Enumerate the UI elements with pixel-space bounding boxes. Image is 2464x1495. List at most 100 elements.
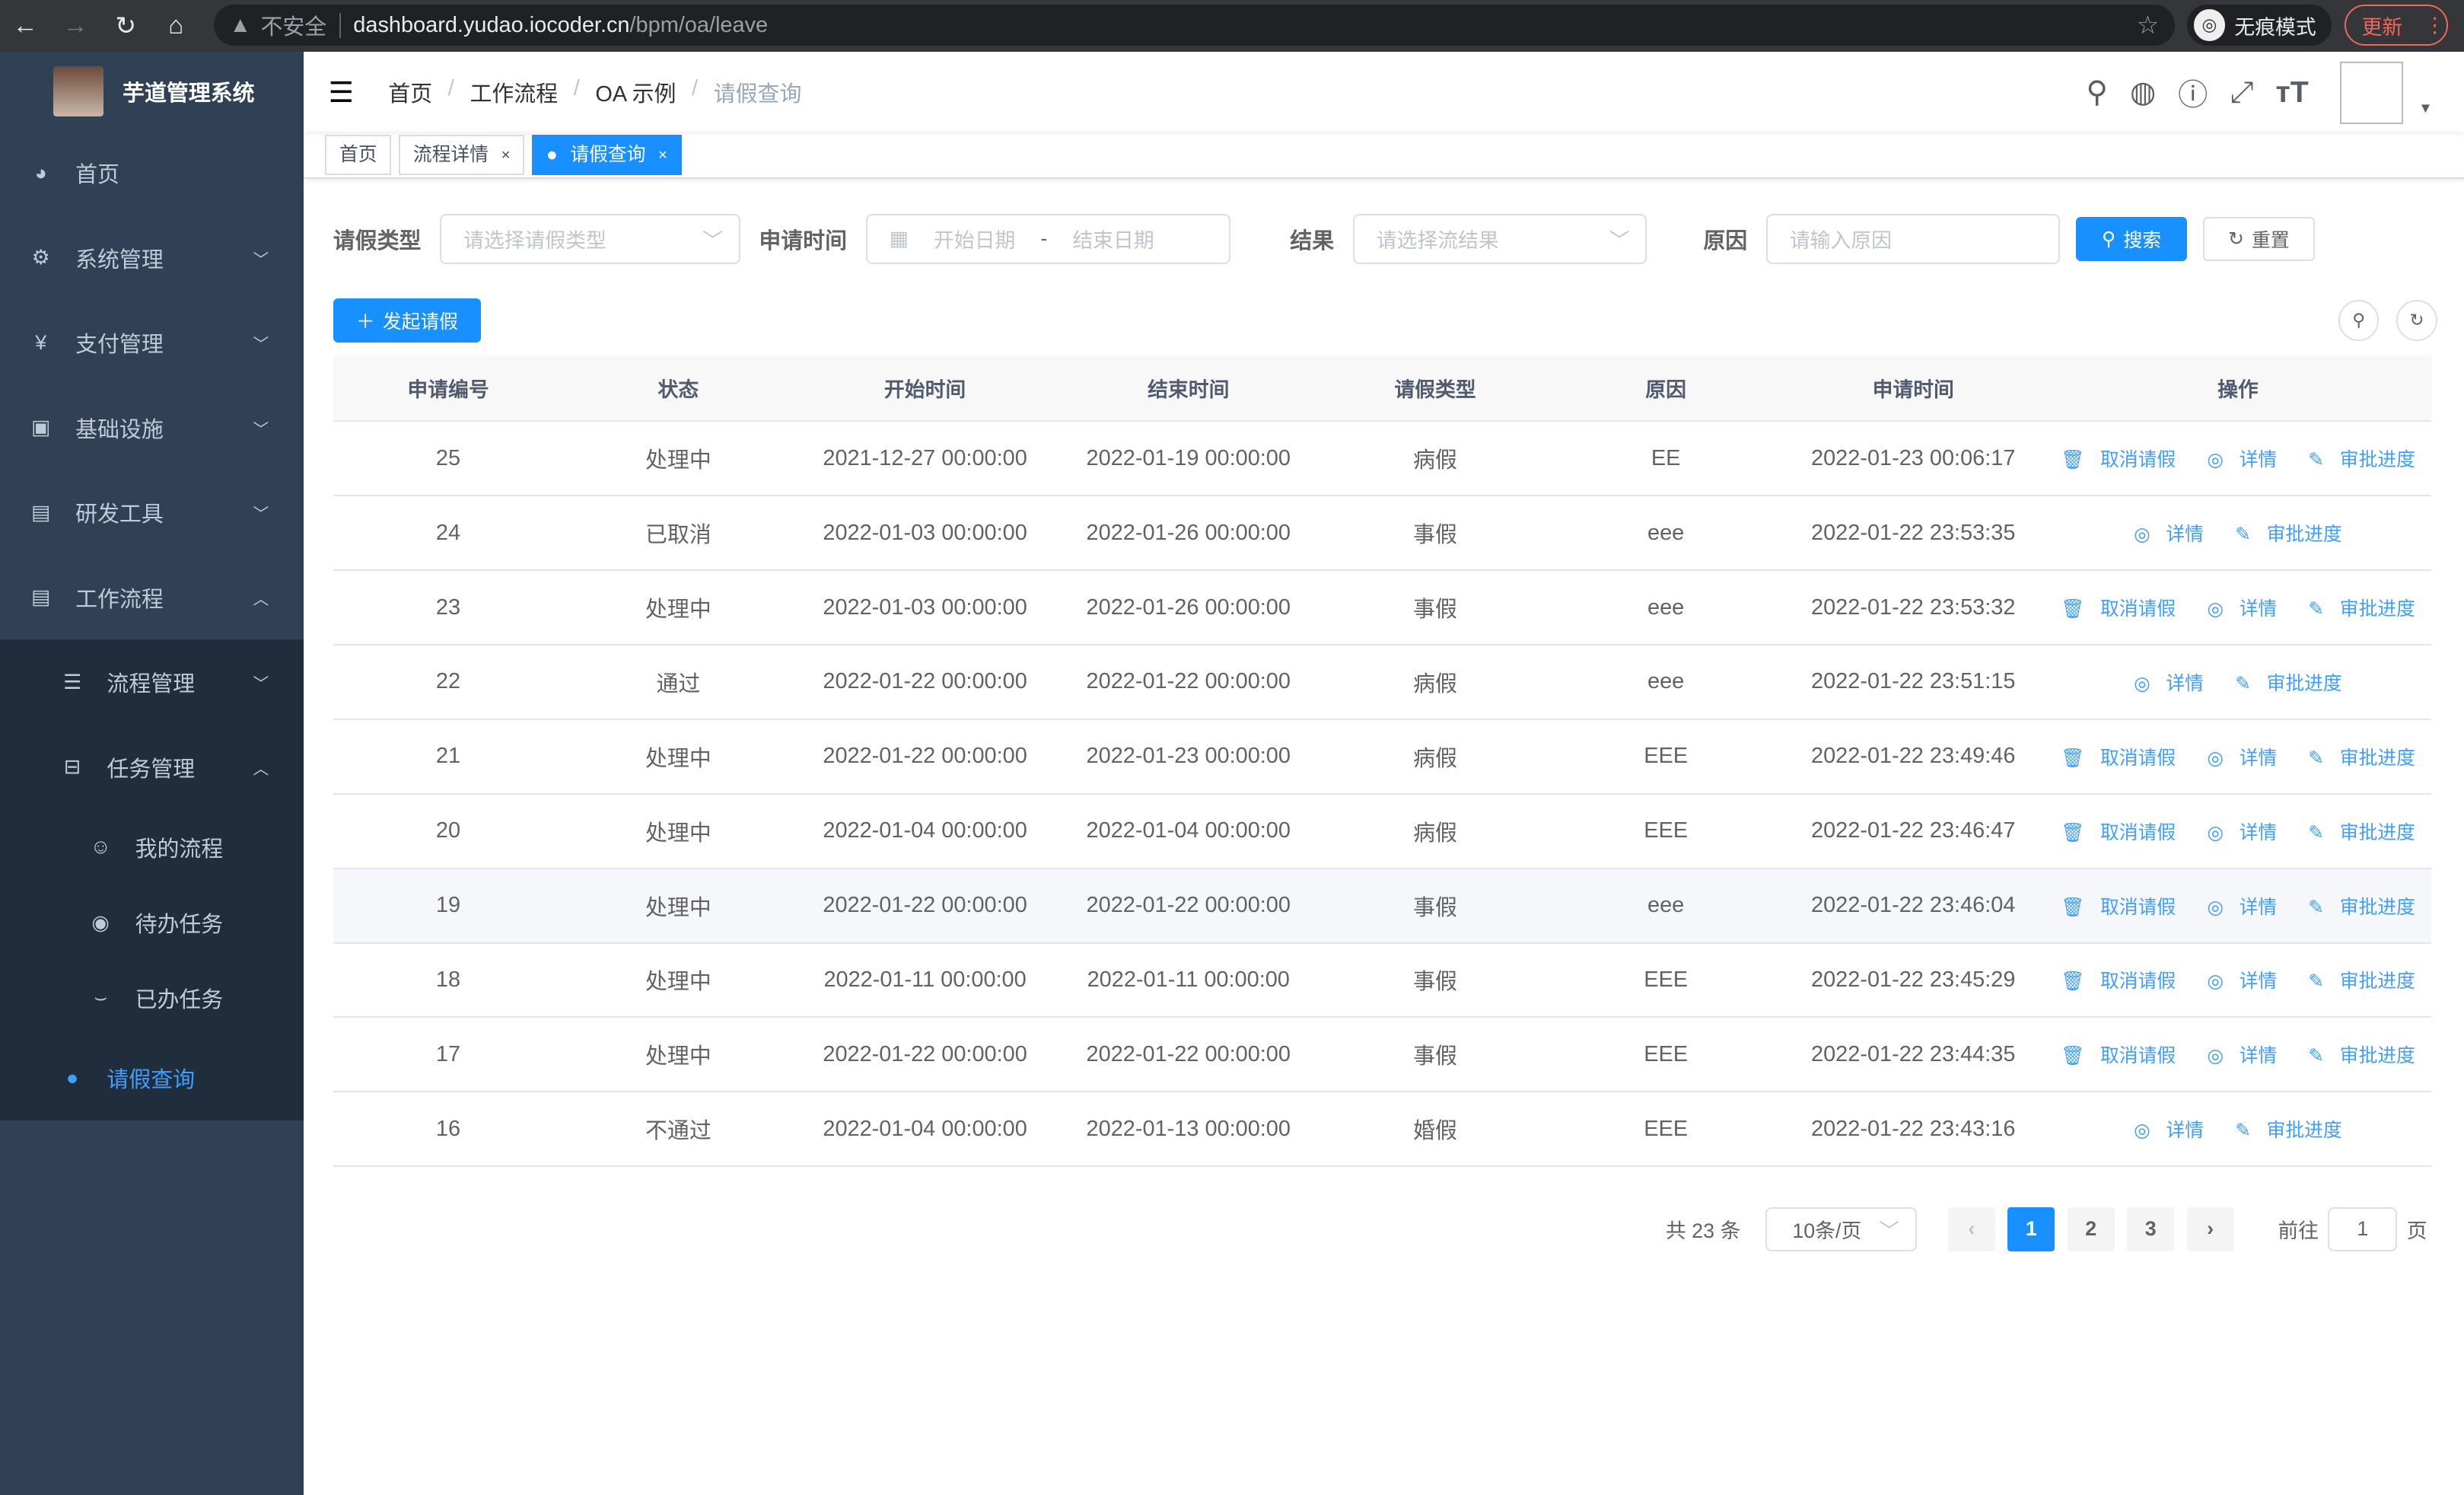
refresh-icon[interactable]: ↻	[2396, 300, 2437, 342]
font-size-icon[interactable]: тT	[2275, 75, 2309, 110]
progress-link[interactable]: ✎ 审批进度	[2300, 823, 2423, 843]
goto-page-input[interactable]: 1	[2328, 1207, 2398, 1251]
cancel-leave-link[interactable]: 🗑︎ 取消请假	[2053, 748, 2184, 769]
sidebar-item-process[interactable]: ☰ 流程管理 ﹀	[0, 639, 304, 725]
address-bar[interactable]: ▲ 不安全 dashboard.yudao.iocoder.cn/bpm/oa/…	[213, 5, 2175, 46]
detail-link[interactable]: ◎ 详情	[2199, 823, 2284, 843]
cell-id: 24	[333, 496, 564, 572]
progress-link[interactable]: ✎ 审批进度	[2227, 674, 2350, 694]
hamburger-icon[interactable]: ☰	[328, 75, 354, 108]
progress-link[interactable]: ✎ 审批进度	[2300, 971, 2423, 992]
cell-start: 2022-01-03 00:00:00	[793, 496, 1057, 572]
detail-link[interactable]: ◎ 详情	[2199, 748, 2284, 769]
sidebar-item-infra[interactable]: ▣ 基础设施 ﹀	[0, 385, 304, 470]
detail-link[interactable]: ◎ 详情	[2199, 971, 2284, 992]
breadcrumb-item[interactable]: 工作流程	[470, 81, 559, 107]
sidebar-item-tool[interactable]: ▤ 研发工具 ﹀	[0, 470, 304, 555]
progress-link[interactable]: ✎ 审批进度	[2227, 524, 2350, 545]
end-date-input[interactable]: 结束日期	[1072, 229, 1154, 253]
cancel-leave-link[interactable]: 🗑︎ 取消请假	[2053, 897, 2184, 918]
progress-link[interactable]: ✎ 审批进度	[2300, 1046, 2423, 1066]
page-size-value: 10条/页	[1792, 1219, 1862, 1243]
detail-link[interactable]: ◎ 详情	[2199, 450, 2284, 470]
chevron-down-icon: ﹀	[1879, 1219, 1899, 1243]
next-page-button[interactable]: ›	[2186, 1207, 2234, 1251]
detail-link[interactable]: ◎ 详情	[2126, 674, 2211, 694]
result-select[interactable]: 请选择流结果 ﹀	[1352, 213, 1647, 264]
page-size-select[interactable]: 10条/页 ﹀	[1765, 1207, 1917, 1251]
toggle-search-icon[interactable]: ⚲	[2338, 300, 2380, 342]
sidebar-item-pay[interactable]: ¥ 支付管理 ﹀	[0, 300, 304, 385]
detail-link[interactable]: ◎ 详情	[2126, 524, 2211, 545]
cancel-leave-link[interactable]: 🗑︎ 取消请假	[2053, 823, 2184, 843]
help-icon[interactable]: ⓘ	[2178, 78, 2208, 113]
cell-reason: EEE	[1550, 719, 1782, 795]
cell-start: 2022-01-22 00:00:00	[793, 719, 1057, 795]
update-button[interactable]: 更新 ⋮	[2344, 5, 2449, 46]
cell-id: 16	[333, 1092, 564, 1168]
reset-button[interactable]: ↻ 重置	[2202, 216, 2315, 261]
progress-link[interactable]: ✎ 审批进度	[2300, 450, 2423, 470]
page-3[interactable]: 3	[2127, 1207, 2175, 1251]
avatar[interactable]	[2339, 61, 2403, 125]
cancel-leave-link[interactable]: 🗑︎ 取消请假	[2053, 599, 2184, 620]
cell-reason: EEE	[1550, 1017, 1782, 1093]
sidebar-logo[interactable]: 芋道管理系统	[0, 52, 304, 130]
detail-link[interactable]: ◎ 详情	[2199, 897, 2284, 918]
incognito-badge[interactable]: ◎ 无痕模式	[2187, 5, 2332, 46]
reload-icon[interactable]: ↻	[115, 12, 137, 41]
bookmark-star-icon[interactable]: ☆	[2136, 11, 2160, 40]
search-icon[interactable]: ⚲	[2086, 75, 2109, 110]
sidebar-item-done[interactable]: ⌣ 已办任务	[0, 961, 304, 1036]
range-separator: -	[1040, 227, 1048, 250]
cancel-leave-link[interactable]: 🗑︎ 取消请假	[2053, 971, 2184, 992]
detail-link[interactable]: ◎ 详情	[2126, 1120, 2211, 1141]
detail-label: 详情	[2166, 524, 2204, 546]
page-1[interactable]: 1	[2007, 1207, 2055, 1251]
back-icon[interactable]: ←	[12, 11, 38, 40]
table-row: 25 处理中 2021-12-27 00:00:00 2022-01-19 00:00…	[333, 421, 2431, 497]
github-icon[interactable]: ◍	[2129, 75, 2157, 110]
detail-link[interactable]: ◎ 详情	[2199, 599, 2284, 620]
progress-link[interactable]: ✎ 审批进度	[2300, 599, 2423, 620]
sidebar-item-leave[interactable]: ● 请假查询	[0, 1036, 304, 1121]
progress-link[interactable]: ✎ 审批进度	[2300, 897, 2423, 918]
caret-down-icon[interactable]: ▼	[2418, 100, 2433, 116]
close-icon[interactable]: ×	[501, 145, 511, 164]
add-leave-button[interactable]: ＋ 发起请假	[333, 298, 481, 343]
trash-icon: 🗑︎	[2060, 1046, 2085, 1067]
breadcrumb-item[interactable]: OA 示例	[595, 81, 676, 107]
sidebar-item-my-process[interactable]: ☺ 我的流程	[0, 809, 304, 885]
cell-status: 通过	[563, 645, 794, 720]
cell-status: 处理中	[563, 719, 794, 795]
sidebar-item-system[interactable]: ⚙ 系统管理 ﹀	[0, 215, 304, 301]
type-select[interactable]: 请选择请假类型 ﹀	[440, 213, 740, 264]
progress-link[interactable]: ✎ 审批进度	[2300, 748, 2423, 769]
url-host: dashboard.yudao.iocoder.cn	[353, 12, 630, 37]
tag-process-detail[interactable]: 流程详情 ×	[399, 134, 525, 176]
tag-home[interactable]: 首页	[325, 134, 392, 176]
edit-icon: ✎	[2235, 1120, 2251, 1142]
cancel-leave-link[interactable]: 🗑︎ 取消请假	[2053, 1046, 2184, 1066]
start-date-input[interactable]: 开始日期	[934, 229, 1016, 253]
search-button[interactable]: ⚲ 搜索	[2075, 216, 2188, 261]
forward-icon[interactable]: →	[62, 11, 88, 40]
fullscreen-icon[interactable]: ⤢	[2230, 75, 2254, 110]
page-2[interactable]: 2	[2067, 1207, 2115, 1251]
eye-icon: ◎	[2134, 524, 2150, 546]
breadcrumb-item[interactable]: 首页	[388, 81, 433, 107]
date-range-picker[interactable]: ▦ 开始日期 - 结束日期	[865, 213, 1230, 264]
sidebar-item-workflow[interactable]: ▤ 工作流程 ︿	[0, 555, 304, 640]
reason-input[interactable]: 请输入原因	[1765, 213, 2061, 264]
close-icon[interactable]: ×	[657, 145, 667, 164]
prev-page-button[interactable]: ‹	[1947, 1207, 1995, 1251]
search-label: 搜索	[2123, 230, 2162, 251]
sidebar-item-home[interactable]: ◕ 首页	[0, 130, 304, 215]
tag-leave[interactable]: ● 请假查询 ×	[532, 134, 682, 176]
progress-link[interactable]: ✎ 审批进度	[2227, 1120, 2350, 1141]
home-icon[interactable]: ⌂	[168, 11, 184, 40]
sidebar-item-task[interactable]: ⊟ 任务管理 ︿	[0, 725, 304, 810]
sidebar-item-todo[interactable]: ◉ 待办任务	[0, 885, 304, 961]
cancel-leave-link[interactable]: 🗑︎ 取消请假	[2053, 450, 2184, 470]
detail-link[interactable]: ◎ 详情	[2199, 1046, 2284, 1066]
